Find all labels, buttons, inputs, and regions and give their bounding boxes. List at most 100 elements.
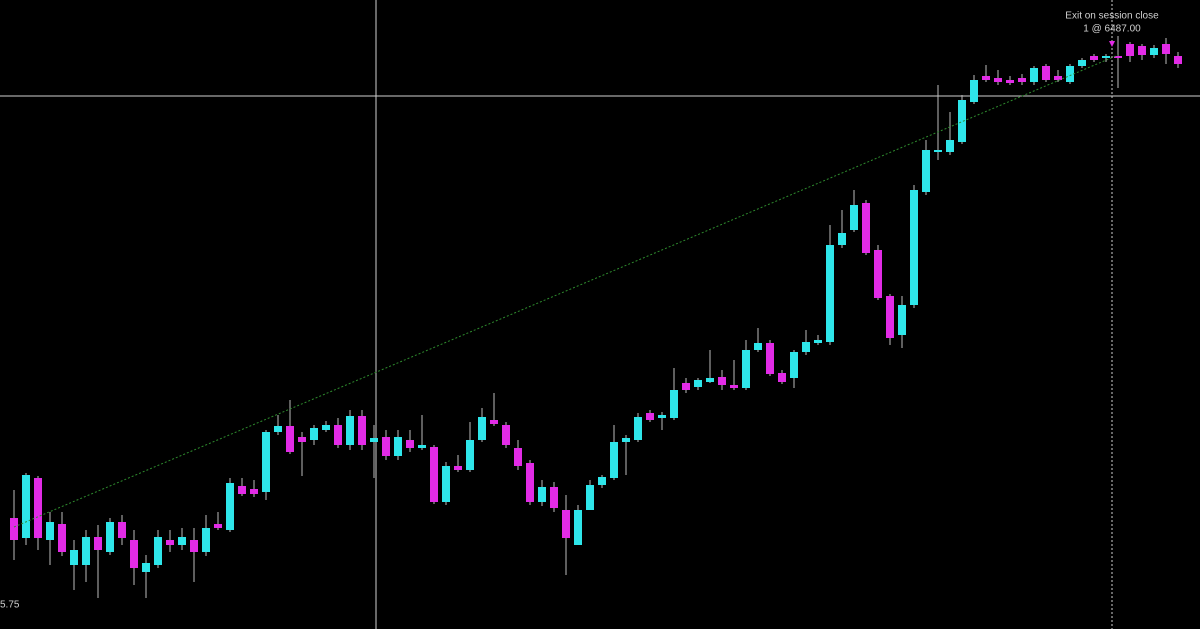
candle-body bbox=[502, 425, 510, 445]
candle-body bbox=[1066, 66, 1074, 82]
candle-body bbox=[958, 100, 966, 142]
candle-body bbox=[862, 203, 870, 253]
candle-body bbox=[430, 447, 438, 502]
candle-body bbox=[190, 540, 198, 552]
trade-line bbox=[13, 54, 1119, 528]
candle-body bbox=[226, 483, 234, 530]
candle-body bbox=[790, 352, 798, 378]
candle-body bbox=[610, 442, 618, 478]
candle-body bbox=[310, 428, 318, 440]
candle-body bbox=[202, 528, 210, 552]
candle-body bbox=[166, 540, 174, 545]
candle-body bbox=[70, 550, 78, 565]
candle-body bbox=[490, 420, 498, 424]
candle-body bbox=[550, 487, 558, 508]
candle-body bbox=[418, 445, 426, 448]
candle-body bbox=[10, 518, 18, 540]
exit-label: 1 @ 6487.00 bbox=[1083, 24, 1141, 35]
candle-body bbox=[730, 385, 738, 388]
candle-body bbox=[670, 390, 678, 418]
candle-body bbox=[34, 478, 42, 538]
candle-body bbox=[994, 78, 1002, 82]
candle-body bbox=[970, 80, 978, 102]
candle-body bbox=[250, 489, 258, 494]
candle-body bbox=[514, 448, 522, 466]
candle-body bbox=[910, 190, 918, 305]
candle-body bbox=[130, 540, 138, 568]
candle-body bbox=[406, 440, 414, 448]
candle-body bbox=[1174, 56, 1182, 64]
candle-body bbox=[766, 343, 774, 374]
candle-body bbox=[934, 150, 942, 152]
candle-body bbox=[682, 383, 690, 390]
candle-body bbox=[94, 537, 102, 550]
candle-body bbox=[886, 296, 894, 338]
candle-body bbox=[454, 466, 462, 470]
candle-body bbox=[298, 437, 306, 442]
candle-body bbox=[1138, 46, 1146, 55]
candle-body bbox=[46, 522, 54, 540]
candle-body bbox=[358, 416, 366, 445]
candle-body bbox=[334, 425, 342, 445]
candle-body bbox=[874, 250, 882, 298]
candle-body bbox=[694, 380, 702, 387]
candle-body bbox=[706, 378, 714, 382]
candle-body bbox=[718, 377, 726, 385]
candle-body bbox=[946, 140, 954, 152]
candle-body bbox=[1162, 44, 1170, 54]
candle-body bbox=[526, 463, 534, 502]
candle-body bbox=[466, 440, 474, 470]
candle-body bbox=[22, 475, 30, 538]
candle-body bbox=[106, 522, 114, 552]
candle-body bbox=[214, 524, 222, 528]
candle-body bbox=[1126, 44, 1134, 56]
candle-body bbox=[1042, 66, 1050, 80]
candle-body bbox=[142, 563, 150, 572]
candle-body bbox=[394, 437, 402, 456]
candle-body bbox=[274, 426, 282, 432]
candle-body bbox=[742, 350, 750, 388]
candle-body bbox=[586, 485, 594, 510]
candle-body bbox=[1018, 78, 1026, 82]
candle-body bbox=[262, 432, 270, 492]
candle-body bbox=[82, 537, 90, 565]
price-label: 5.75 bbox=[0, 600, 20, 611]
candle-body bbox=[778, 373, 786, 382]
candle-body bbox=[658, 415, 666, 418]
candle-body bbox=[598, 477, 606, 485]
candle-body bbox=[1150, 48, 1158, 55]
candle-body bbox=[826, 245, 834, 342]
candle-body bbox=[802, 342, 810, 352]
candle-body bbox=[634, 417, 642, 440]
candle-body bbox=[118, 522, 126, 538]
candle-body bbox=[1114, 56, 1122, 58]
candle-body bbox=[622, 438, 630, 442]
candle-body bbox=[58, 524, 66, 552]
candle-body bbox=[286, 426, 294, 452]
candle-body bbox=[574, 510, 582, 545]
candle-body bbox=[898, 305, 906, 335]
exit-text: Exit on session close bbox=[1065, 11, 1159, 22]
exit-marker bbox=[1109, 41, 1115, 47]
candle-body bbox=[1006, 80, 1014, 83]
candle-body bbox=[322, 425, 330, 430]
candle-body bbox=[370, 438, 378, 442]
candle-body bbox=[646, 413, 654, 420]
candle-body bbox=[1078, 60, 1086, 66]
candle-body bbox=[1054, 76, 1062, 80]
candle-body bbox=[1090, 56, 1098, 60]
candle-body bbox=[538, 487, 546, 502]
candle-body bbox=[982, 76, 990, 80]
candle-body bbox=[922, 150, 930, 192]
candle-body bbox=[838, 233, 846, 245]
candle-body bbox=[346, 416, 354, 445]
candle-body bbox=[178, 537, 186, 545]
candle-body bbox=[154, 537, 162, 565]
candle-body bbox=[562, 510, 570, 538]
candle-body bbox=[382, 437, 390, 456]
candle-body bbox=[850, 205, 858, 230]
candle-body bbox=[1030, 68, 1038, 82]
candle-body bbox=[1102, 56, 1110, 58]
candle-body bbox=[478, 417, 486, 440]
candle-body bbox=[814, 340, 822, 343]
